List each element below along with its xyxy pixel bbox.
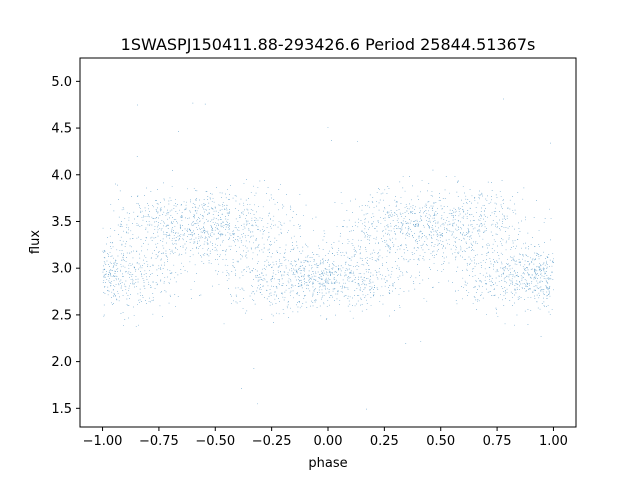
x-tick-label: 0.25: [370, 434, 399, 449]
x-tick-label: 0.75: [483, 434, 512, 449]
data-points: [102, 98, 554, 410]
x-tick-label: −0.75: [139, 434, 179, 449]
y-tick-label: 5.0: [51, 75, 72, 90]
x-tick-label: 0.00: [314, 434, 343, 449]
x-tick-label: −0.50: [195, 434, 235, 449]
x-tick-label: 1.00: [539, 434, 568, 449]
y-tick-label: 2.5: [51, 308, 72, 323]
x-axis: −1.00 −0.75 −0.50 −0.25 0.00 0.25 0.50 0.75 1.00: [83, 427, 568, 449]
y-tick-label: 4.5: [51, 122, 72, 137]
y-axis-label: flux: [28, 230, 43, 254]
x-tick-label: 0.50: [426, 434, 455, 449]
y-tick-label: 2.0: [51, 355, 72, 370]
x-tick-label: −1.00: [83, 434, 123, 449]
y-tick-label: 1.5: [51, 402, 72, 417]
chart-title: 1SWASPJ150411.88-293426.6 Period 25844.5…: [121, 35, 536, 54]
y-tick-label: 3.5: [51, 215, 72, 230]
y-axis: 1.5 2.0 2.5 3.0 3.5 4.0 4.5 5.0: [51, 75, 80, 417]
y-tick-label: 3.0: [51, 262, 72, 277]
scatter-series: [102, 98, 554, 410]
y-tick-label: 4.0: [51, 168, 72, 183]
x-axis-label: phase: [308, 456, 347, 471]
x-tick-label: −0.25: [252, 434, 292, 449]
